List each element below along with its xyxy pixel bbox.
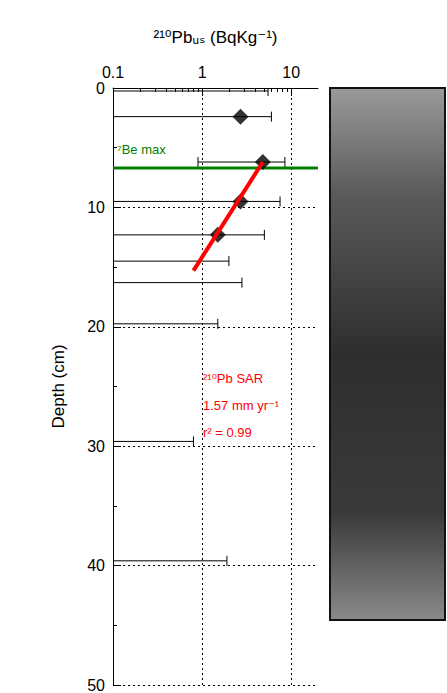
svg-text:1.57 mm yr⁻¹: 1.57 mm yr⁻¹	[203, 398, 280, 413]
svg-text:10: 10	[282, 64, 300, 81]
svg-text:Depth (cm): Depth (cm)	[49, 344, 68, 428]
svg-text:0: 0	[96, 80, 105, 97]
svg-text:0.1: 0.1	[102, 64, 124, 81]
svg-text:40: 40	[87, 557, 105, 574]
svg-text:20: 20	[87, 318, 105, 335]
svg-text:r² = 0.99: r² = 0.99	[203, 425, 252, 440]
svg-text:⁷Be max: ⁷Be max	[117, 142, 166, 157]
svg-text:30: 30	[87, 438, 105, 455]
svg-text:50: 50	[87, 677, 105, 693]
svg-text:10: 10	[87, 199, 105, 216]
svg-text:1: 1	[198, 64, 207, 81]
svg-text:²¹⁰Pbᵤₛ (BqKg⁻¹): ²¹⁰Pbᵤₛ (BqKg⁻¹)	[153, 28, 277, 47]
svg-text:²¹⁰Pb SAR: ²¹⁰Pb SAR	[203, 371, 263, 386]
